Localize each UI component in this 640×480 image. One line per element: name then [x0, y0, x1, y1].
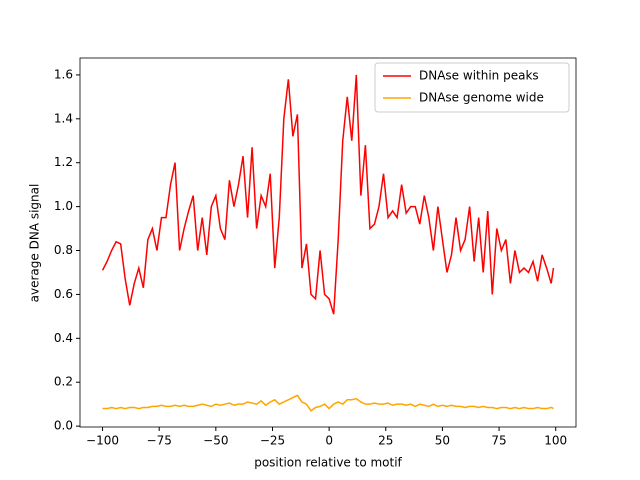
line	[101, 74, 555, 315]
x-tick-label: 75	[491, 434, 506, 448]
legend-label: DNAse genome wide	[419, 91, 544, 105]
x-tick-label: −25	[260, 434, 285, 448]
x-tick-label: 25	[378, 434, 393, 448]
plot-frame	[79, 57, 577, 428]
y-tick-label: 0.6	[54, 287, 73, 301]
y-tick-label: 1.4	[54, 111, 73, 125]
x-tick-label: −50	[203, 434, 228, 448]
legend-box	[374, 62, 570, 113]
x-tick-label: −100	[86, 434, 119, 448]
x-tick-label: 100	[544, 434, 567, 448]
y-tick-label: 1.2	[54, 155, 73, 169]
legend-label: DNAse within peaks	[419, 69, 539, 83]
x-axis-label: position relative to motif	[254, 456, 402, 470]
y-tick-label: 0.4	[54, 331, 73, 345]
y-axis-label: average DNA signal	[28, 184, 42, 303]
x-tick-label: 50	[435, 434, 450, 448]
y-tick-label: 1.0	[54, 199, 73, 213]
y-tick-label: 0.2	[54, 375, 73, 389]
y-tick-label: 1.6	[54, 67, 73, 81]
y-tick-label: 0.8	[54, 243, 73, 257]
x-tick-label: 0	[325, 434, 333, 448]
x-tick-label: −75	[147, 434, 172, 448]
y-tick-label: 0.0	[54, 419, 73, 433]
line	[102, 394, 554, 412]
